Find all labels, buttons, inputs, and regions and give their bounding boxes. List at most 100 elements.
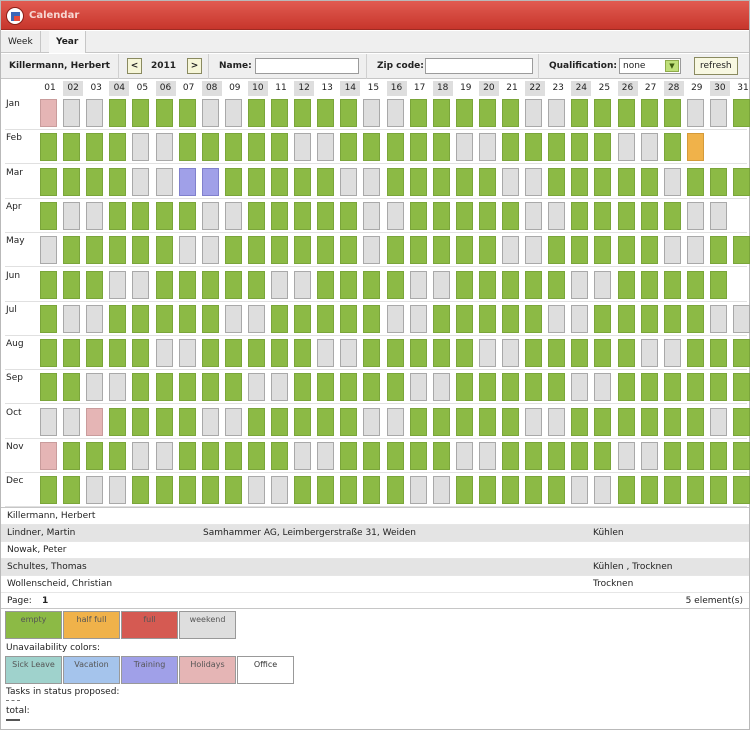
day-cell[interactable] [86,99,104,127]
day-cell[interactable] [663,476,681,505]
day-cell[interactable] [525,167,543,196]
day-cell[interactable] [640,476,658,505]
day-cell[interactable] [386,270,404,299]
day-cell[interactable] [40,304,57,333]
day-cell[interactable] [478,99,496,127]
day-cell[interactable] [155,99,173,127]
day-cell[interactable] [40,236,57,265]
day-cell[interactable] [340,476,358,505]
day-cell[interactable] [224,167,242,196]
day-cell[interactable] [317,133,335,162]
day-cell[interactable] [478,133,496,162]
day-cell[interactable] [525,442,543,470]
day-cell[interactable] [502,407,519,436]
day-cell[interactable] [640,201,658,230]
day-cell[interactable] [132,442,150,470]
person-row[interactable]: Lindner, Martin Samhammer AG, Leimberger… [1,525,749,542]
day-cell[interactable] [271,476,288,505]
day-cell[interactable] [432,201,450,230]
day-cell[interactable] [317,407,335,436]
day-cell[interactable] [686,339,704,368]
day-cell[interactable] [109,339,127,368]
day-cell[interactable] [571,407,589,436]
day-cell[interactable] [247,167,265,196]
day-cell[interactable] [617,99,635,127]
day-cell[interactable] [155,339,173,368]
day-cell[interactable] [386,304,404,333]
day-cell[interactable] [340,407,358,436]
day-cell[interactable] [294,407,312,436]
day-cell[interactable] [109,304,127,333]
day-cell[interactable] [686,167,704,196]
day-cell[interactable] [663,373,681,402]
day-cell[interactable] [594,133,612,162]
day-cell[interactable] [548,339,566,368]
day-cell[interactable] [271,339,288,368]
day-cell[interactable] [663,339,681,368]
day-cell[interactable] [132,133,150,162]
day-cell[interactable] [686,236,704,265]
day-cell[interactable] [224,407,242,436]
day-cell[interactable] [132,373,150,402]
day-cell[interactable] [571,99,589,127]
day-cell[interactable] [86,201,104,230]
day-cell[interactable] [455,270,473,299]
day-cell[interactable] [317,167,335,196]
day-cell[interactable] [733,407,750,436]
zip-input[interactable] [425,58,533,74]
day-cell[interactable] [132,476,150,505]
day-cell[interactable] [571,476,589,505]
day-cell[interactable] [455,304,473,333]
day-cell[interactable] [40,201,57,230]
day-cell[interactable] [363,304,381,333]
day-cell[interactable] [640,407,658,436]
day-cell[interactable] [109,133,127,162]
day-cell[interactable] [386,201,404,230]
tab-year[interactable]: Year [49,31,87,53]
day-cell[interactable] [40,133,57,162]
day-cell[interactable] [132,339,150,368]
day-cell[interactable] [709,201,727,230]
day-cell[interactable] [201,407,219,436]
day-cell[interactable] [525,236,543,265]
day-cell[interactable] [455,442,473,470]
day-cell[interactable] [409,201,427,230]
day-cell[interactable] [294,167,312,196]
day-cell[interactable] [201,236,219,265]
day-cell[interactable] [409,99,427,127]
day-cell[interactable] [40,167,57,196]
day-cell[interactable] [432,407,450,436]
day-cell[interactable] [478,339,496,368]
day-cell[interactable] [86,373,104,402]
day-cell[interactable] [40,373,57,402]
day-cell[interactable] [247,270,265,299]
day-cell[interactable] [386,133,404,162]
day-cell[interactable] [640,339,658,368]
day-cell[interactable] [317,201,335,230]
day-cell[interactable] [363,133,381,162]
day-cell[interactable] [502,442,519,470]
day-cell[interactable] [155,201,173,230]
day-cell[interactable] [409,304,427,333]
day-cell[interactable] [455,476,473,505]
day-cell[interactable] [432,133,450,162]
day-cell[interactable] [340,236,358,265]
day-cell[interactable] [502,133,519,162]
day-cell[interactable] [63,201,81,230]
day-cell[interactable] [686,133,704,162]
day-cell[interactable] [63,373,81,402]
day-cell[interactable] [663,270,681,299]
day-cell[interactable] [63,339,81,368]
day-cell[interactable] [663,442,681,470]
day-cell[interactable] [271,442,288,470]
day-cell[interactable] [663,133,681,162]
day-cell[interactable] [594,442,612,470]
day-cell[interactable] [594,201,612,230]
day-cell[interactable] [363,476,381,505]
day-cell[interactable] [224,99,242,127]
day-cell[interactable] [617,407,635,436]
day-cell[interactable] [109,270,127,299]
day-cell[interactable] [317,373,335,402]
day-cell[interactable] [340,373,358,402]
day-cell[interactable] [294,373,312,402]
